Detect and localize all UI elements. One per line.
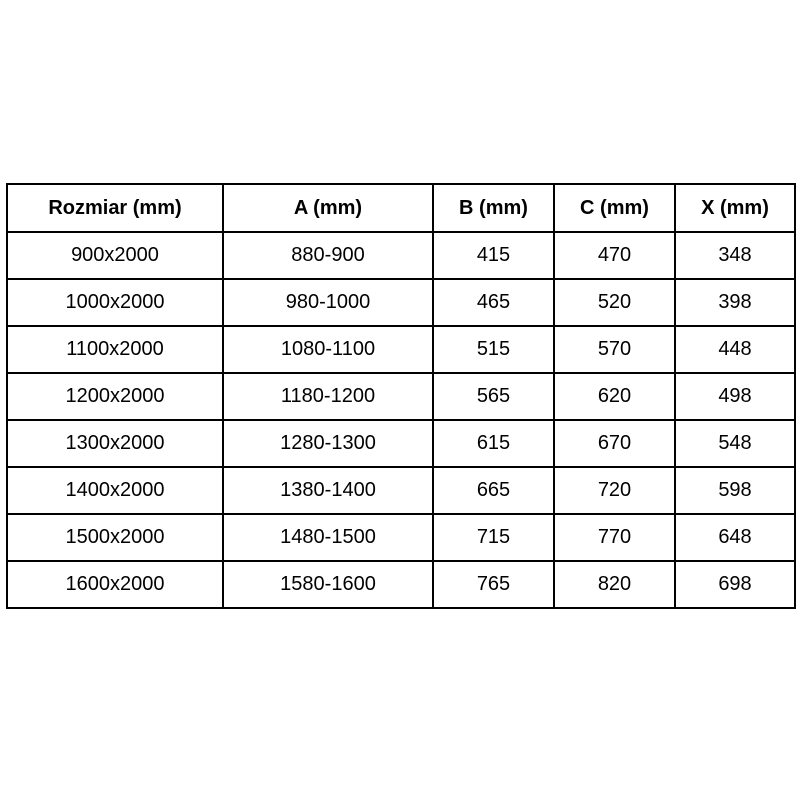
table-cell: 415 [432, 231, 555, 280]
table-cell: 348 [674, 231, 796, 280]
table-cell: 980-1000 [222, 278, 434, 327]
column-header: B (mm) [432, 183, 555, 233]
table-cell: 448 [674, 325, 796, 374]
table-cell: 720 [553, 466, 676, 515]
table-cell: 765 [432, 560, 555, 609]
column-header: C (mm) [553, 183, 676, 233]
table-cell: 648 [674, 513, 796, 562]
table-cell: 615 [432, 419, 555, 468]
table-row: 1400x2000 1380-1400 665 720 598 [6, 466, 796, 515]
column-header: X (mm) [674, 183, 796, 233]
size-table-header-row: Rozmiar (mm) A (mm) B (mm) C (mm) X (mm) [6, 183, 796, 233]
column-header: A (mm) [222, 183, 434, 233]
table-cell: 1180-1200 [222, 372, 434, 421]
table-cell: 665 [432, 466, 555, 515]
table-row: 1300x2000 1280-1300 615 670 548 [6, 419, 796, 468]
table-cell: 598 [674, 466, 796, 515]
table-cell: 1000x2000 [6, 278, 224, 327]
table-row: 1600x2000 1580-1600 765 820 698 [6, 560, 796, 609]
table-cell: 880-900 [222, 231, 434, 280]
table-row: 1000x2000 980-1000 465 520 398 [6, 278, 796, 327]
size-table-container: Rozmiar (mm) A (mm) B (mm) C (mm) X (mm) 900… [6, 183, 796, 609]
table-row: 1500x2000 1480-1500 715 770 648 [6, 513, 796, 562]
table-cell: 465 [432, 278, 555, 327]
table-cell: 1400x2000 [6, 466, 224, 515]
table-cell: 498 [674, 372, 796, 421]
table-cell: 548 [674, 419, 796, 468]
table-cell: 900x2000 [6, 231, 224, 280]
table-cell: 620 [553, 372, 676, 421]
table-cell: 715 [432, 513, 555, 562]
table-row: 900x2000 880-900 415 470 348 [6, 231, 796, 280]
table-cell: 1500x2000 [6, 513, 224, 562]
table-cell: 1600x2000 [6, 560, 224, 609]
table-cell: 398 [674, 278, 796, 327]
table-cell: 670 [553, 419, 676, 468]
table-cell: 1080-1100 [222, 325, 434, 374]
size-table-body: 900x2000 880-900 415 470 348 1000x2000 980-100… [6, 231, 796, 609]
table-cell: 1300x2000 [6, 419, 224, 468]
table-cell: 1580-1600 [222, 560, 434, 609]
table-cell: 698 [674, 560, 796, 609]
size-table: Rozmiar (mm) A (mm) B (mm) C (mm) X (mm) 900… [6, 183, 796, 609]
table-cell: 520 [553, 278, 676, 327]
table-row: 1200x2000 1180-1200 565 620 498 [6, 372, 796, 421]
table-cell: 770 [553, 513, 676, 562]
table-cell: 1280-1300 [222, 419, 434, 468]
column-header: Rozmiar (mm) [6, 183, 224, 233]
table-cell: 565 [432, 372, 555, 421]
table-cell: 470 [553, 231, 676, 280]
table-cell: 1200x2000 [6, 372, 224, 421]
table-cell: 515 [432, 325, 555, 374]
table-cell: 570 [553, 325, 676, 374]
table-cell: 1100x2000 [6, 325, 224, 374]
table-cell: 1480-1500 [222, 513, 434, 562]
table-cell: 820 [553, 560, 676, 609]
table-cell: 1380-1400 [222, 466, 434, 515]
table-row: 1100x2000 1080-1100 515 570 448 [6, 325, 796, 374]
